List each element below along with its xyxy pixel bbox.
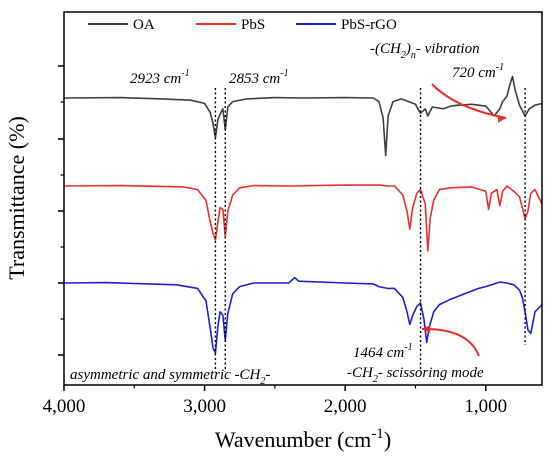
plot-frame [63, 11, 543, 386]
x-tick-label-3000: 3,000 [183, 396, 226, 417]
reference-lines [214, 88, 526, 372]
x-tick-label-4000: 4,000 [43, 396, 86, 417]
legend-label-oa: OA [133, 17, 155, 33]
x-axis-title: Wavenumber (cm-1) [215, 426, 391, 452]
y-axis-title: Transmittance (%) [4, 116, 29, 280]
legend-label-pbs: PbS [241, 17, 265, 33]
series-line-pbs [63, 184, 543, 252]
legend-label-pbs-rgo: PbS-rGO [341, 17, 397, 33]
annotation-arrows [421, 83, 507, 357]
x-tick-label-2000: 2,000 [324, 396, 367, 417]
peak-1464-label: 1464 cm-1 [353, 342, 413, 361]
x-axis-ticks: 4,000 3,000 2,000 1,000 [43, 385, 507, 417]
arrow-1464-shaft [421, 327, 480, 357]
ch2-scissoring-label: -CH2- scissoring mode [347, 365, 484, 385]
arrow-720-head [497, 114, 506, 123]
plot-series [63, 75, 543, 354]
series-line-pbs-rgo [63, 276, 543, 354]
arrow-720-shaft [431, 83, 507, 119]
x-tick-label-1000: 1,000 [464, 396, 507, 417]
ch2n-vibration-label: -(CH2)n- vibration [370, 41, 480, 61]
series-line-oa [63, 75, 543, 157]
arrow-1464-head [422, 325, 431, 333]
asymmetric-symmetric-ch2-label: asymmetric and symmetric -CH2- [70, 367, 270, 387]
peak-2853-label: 2853 cm-1 [229, 68, 289, 87]
y-axis-ticks [58, 65, 64, 356]
legend: OA PbS PbS-rGO [88, 17, 397, 33]
peak-2923-label: 2923 cm-1 [130, 68, 190, 87]
peak-720-label: 720 cm-1 [452, 62, 504, 81]
